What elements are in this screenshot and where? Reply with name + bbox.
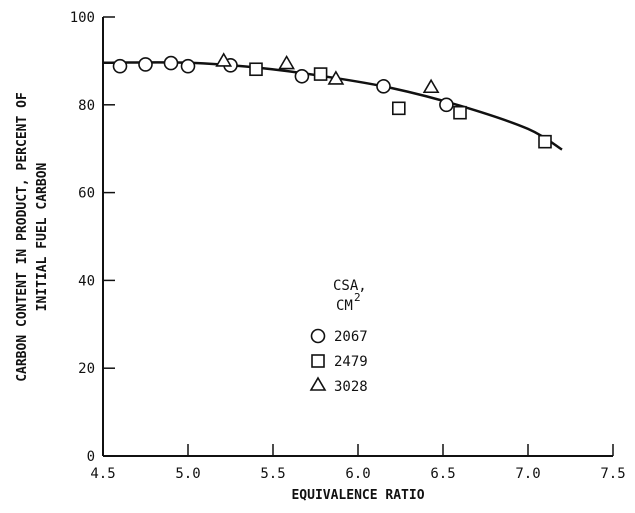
y-tick-label: 40 (78, 273, 95, 289)
data-point-triangle (215, 52, 233, 67)
data-markers (112, 52, 552, 149)
data-point-circle (180, 58, 196, 74)
fit-curve (102, 61, 563, 151)
legend: CSA, CM 2 2067 2479 3028 (309, 278, 368, 395)
x-tick-label: 5.0 (175, 466, 200, 482)
legend-circle-marker (310, 328, 326, 344)
data-point-circle (138, 57, 153, 72)
legend-triangle-marker (309, 376, 327, 391)
x-axis-title: EQUIVALENCE RATIO (291, 488, 424, 503)
y-axis-title-line-1: CARBON CONTENT IN PRODUCT, PERCENT OF (15, 92, 30, 382)
x-axis-ticks: 4.5 5.0 5.5 6.0 6.5 7.0 7.5 (90, 444, 626, 482)
x-tick-label: 4.5 (90, 466, 115, 482)
legend-title-line-2: CM (336, 298, 353, 314)
y-tick-label: 100 (70, 10, 95, 26)
legend-label-3028: 3028 (334, 379, 368, 395)
data-point-circle (294, 68, 310, 84)
y-axis-title-line-2: INITIAL FUEL CARBON (35, 162, 50, 311)
legend-label-2479: 2479 (334, 354, 368, 370)
legend-title-sup: 2 (354, 291, 361, 304)
data-point-square (249, 62, 263, 77)
x-tick-label: 7.5 (600, 466, 625, 482)
data-point-circle (163, 55, 179, 71)
y-tick-label: 60 (78, 186, 95, 202)
data-point-circle (112, 58, 128, 74)
y-axis-ticks: 0 20 40 60 80 100 (70, 10, 115, 465)
y-tick-label: 80 (78, 98, 95, 114)
legend-label-2067: 2067 (334, 329, 368, 345)
x-tick-label: 7.0 (515, 466, 540, 482)
data-point-square (313, 67, 328, 81)
x-tick-label: 6.0 (345, 466, 370, 482)
y-tick-label: 0 (87, 449, 95, 465)
data-point-square (538, 134, 552, 149)
data-point-circle (439, 97, 454, 113)
data-point-square (391, 101, 406, 116)
x-tick-label: 6.5 (430, 466, 455, 482)
legend-square-marker (311, 354, 325, 368)
data-point-triangle (327, 70, 345, 85)
legend-title-line-1: CSA, (333, 278, 367, 294)
data-point-triangle (278, 54, 295, 70)
data-point-triangle (422, 78, 440, 94)
data-point-square (453, 105, 467, 120)
y-tick-label: 20 (78, 361, 95, 377)
x-tick-label: 5.5 (260, 466, 285, 482)
data-point-circle (376, 79, 391, 94)
